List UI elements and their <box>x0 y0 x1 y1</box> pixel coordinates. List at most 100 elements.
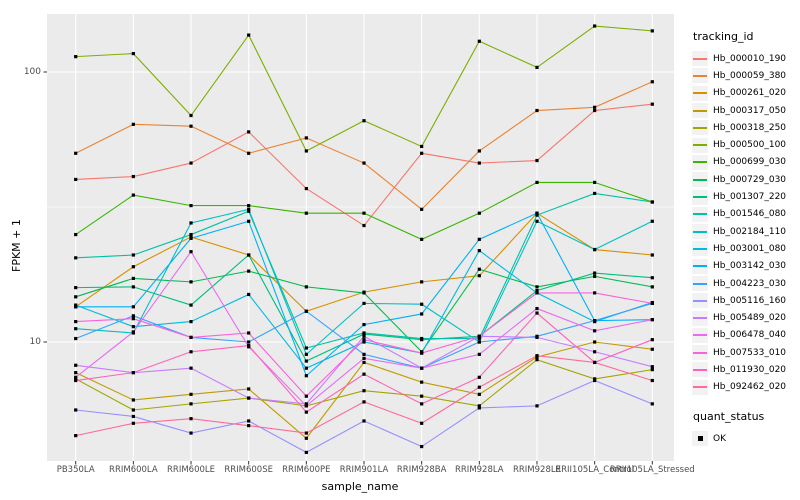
colored-line-swatch <box>693 334 707 337</box>
data-point-Hb_000500_100 <box>189 113 193 118</box>
data-point-Hb_003142_030 <box>535 211 539 215</box>
data-point-Hb_000500_100 <box>131 51 135 56</box>
colored-line-swatch <box>693 299 707 302</box>
data-point-Hb_002184_110 <box>304 352 308 356</box>
data-point-Hb_006478_040 <box>74 375 78 379</box>
data-point-Hb_001546_080 <box>650 200 654 204</box>
legend-item-Hb_000010_190: Hb_000010_190 <box>692 50 800 67</box>
data-point-Hb_000059_380 <box>362 161 366 165</box>
legend-items: Hb_000010_190 Hb_000059_380 Hb_000261_020 H… <box>692 50 800 396</box>
data-point-Hb_007533_010 <box>477 334 481 338</box>
legend-item-label: Hb_000500_100 <box>713 140 787 151</box>
data-point-Hb_003001_080 <box>362 340 366 344</box>
legend-item-label: Hb_092462_020 <box>713 382 787 393</box>
data-point-Hb_000010_190 <box>362 223 366 228</box>
legend-item-label: Hb_000261_020 <box>713 88 787 99</box>
data-point-Hb_011930_020 <box>535 311 539 315</box>
data-point-Hb_002184_110 <box>650 219 654 223</box>
legend-title-quant-status: quant_status <box>693 409 765 423</box>
data-point-Hb_092462_020 <box>74 434 78 438</box>
data-point-Hb_001307_220 <box>593 271 597 275</box>
legend-item-Hb_000318_250: Hb_000318_250 <box>692 119 800 136</box>
legend-item-label: Hb_006478_040 <box>713 330 787 341</box>
legend-item-Hb_003001_080: Hb_003001_080 <box>692 240 800 257</box>
legend-item-Hb_000729_030: Hb_000729_030 <box>692 171 800 188</box>
legend-item-Hb_001307_220: Hb_001307_220 <box>692 188 800 205</box>
data-point-Hb_092462_020 <box>477 385 481 389</box>
data-point-Hb_007533_010 <box>189 335 193 340</box>
legend-item-label: Hb_000318_250 <box>713 122 787 133</box>
x-tick-label-RRIM600SE: RRIM600SE <box>224 465 273 475</box>
data-point-Hb_003142_030 <box>189 236 193 240</box>
data-point-Hb_000729_030 <box>247 269 251 273</box>
data-point-Hb_006478_040 <box>420 366 424 370</box>
data-point-Hb_000010_190 <box>650 102 654 106</box>
data-point-Hb_000010_190 <box>189 161 193 165</box>
data-point-Hb_007533_010 <box>131 317 135 321</box>
data-point-Hb_000010_190 <box>535 158 539 163</box>
legend-key-line-icon <box>692 120 708 136</box>
data-point-Hb_005116_160 <box>247 419 251 423</box>
legend-item-ok: OK <box>692 430 800 447</box>
data-point-Hb_092462_020 <box>650 378 654 383</box>
data-point-Hb_000500_100 <box>420 144 424 149</box>
data-point-Hb_000318_250 <box>593 377 597 381</box>
data-point-Hb_007533_010 <box>362 338 366 342</box>
legend-item-Hb_005116_160: Hb_005116_160 <box>692 292 800 309</box>
data-point-Hb_000318_250 <box>131 408 135 412</box>
colored-line-swatch <box>693 92 707 95</box>
data-point-Hb_003142_030 <box>362 322 366 327</box>
data-point-Hb_000059_380 <box>189 124 193 128</box>
data-point-Hb_000010_190 <box>420 151 424 155</box>
legend-key-line-icon <box>692 293 708 309</box>
data-point-Hb_011930_020 <box>74 378 78 383</box>
data-point-Hb_001546_080 <box>362 331 366 335</box>
x-tick-label-RRIM901LA: RRIM901LA <box>339 465 389 475</box>
data-point-Hb_001307_220 <box>189 303 193 307</box>
data-point-Hb_001546_080 <box>74 256 78 260</box>
colored-line-swatch <box>693 74 707 77</box>
legend-item-label: Hb_005489_020 <box>713 313 787 324</box>
data-point-Hb_000317_050 <box>189 392 193 396</box>
data-point-Hb_005489_020 <box>247 396 251 400</box>
legend-key-line-icon <box>692 241 708 257</box>
legend-item-Hb_000699_030: Hb_000699_030 <box>692 154 800 171</box>
colored-line-swatch <box>693 126 707 129</box>
data-point-Hb_001307_220 <box>131 285 135 289</box>
legend-item-label: Hb_001546_080 <box>713 209 787 220</box>
data-point-Hb_001546_080 <box>189 232 193 237</box>
data-point-Hb_002184_110 <box>420 302 424 306</box>
data-point-Hb_000261_020 <box>477 274 481 278</box>
data-point-Hb_006478_040 <box>131 330 135 334</box>
data-point-Hb_011930_020 <box>362 372 366 376</box>
legend-key-line-icon <box>692 310 708 326</box>
colored-line-swatch <box>693 178 707 181</box>
x-axis-title: sample_name <box>321 480 399 493</box>
data-point-Hb_000059_380 <box>420 207 424 211</box>
legend-item-label: Hb_003142_030 <box>713 261 787 272</box>
data-point-Hb_011930_020 <box>304 410 308 414</box>
legend-item-label: OK <box>713 433 726 444</box>
data-point-Hb_000699_030 <box>477 211 481 215</box>
data-point-Hb_000729_030 <box>189 280 193 284</box>
legend-key-line-icon <box>692 362 708 378</box>
data-point-Hb_000059_380 <box>593 105 597 109</box>
data-point-Hb_092462_020 <box>189 417 193 421</box>
data-point-Hb_005116_160 <box>420 444 424 449</box>
data-point-Hb_000500_100 <box>74 55 78 59</box>
x-tick-label-RRIM600PE: RRIM600PE <box>282 465 331 475</box>
legend-item-Hb_002184_110: Hb_002184_110 <box>692 223 800 240</box>
data-point-Hb_000261_020 <box>650 253 654 257</box>
data-point-Hb_007533_010 <box>535 291 539 295</box>
colored-line-swatch <box>693 265 707 268</box>
data-point-Hb_000010_190 <box>593 108 597 113</box>
data-point-Hb_000010_190 <box>304 186 308 191</box>
data-point-Hb_000729_030 <box>593 274 597 278</box>
legend-item-label: Hb_000699_030 <box>713 157 787 168</box>
legend-key-line-icon <box>692 154 708 170</box>
colored-line-swatch <box>693 317 707 320</box>
legend-item-label: Hb_003001_080 <box>713 243 787 254</box>
x-tick-label-RRII105LA_Stressed: RRII105LA_Stressed <box>609 465 695 475</box>
data-point-Hb_000059_380 <box>650 80 654 84</box>
data-point-Hb_005489_020 <box>362 334 366 338</box>
